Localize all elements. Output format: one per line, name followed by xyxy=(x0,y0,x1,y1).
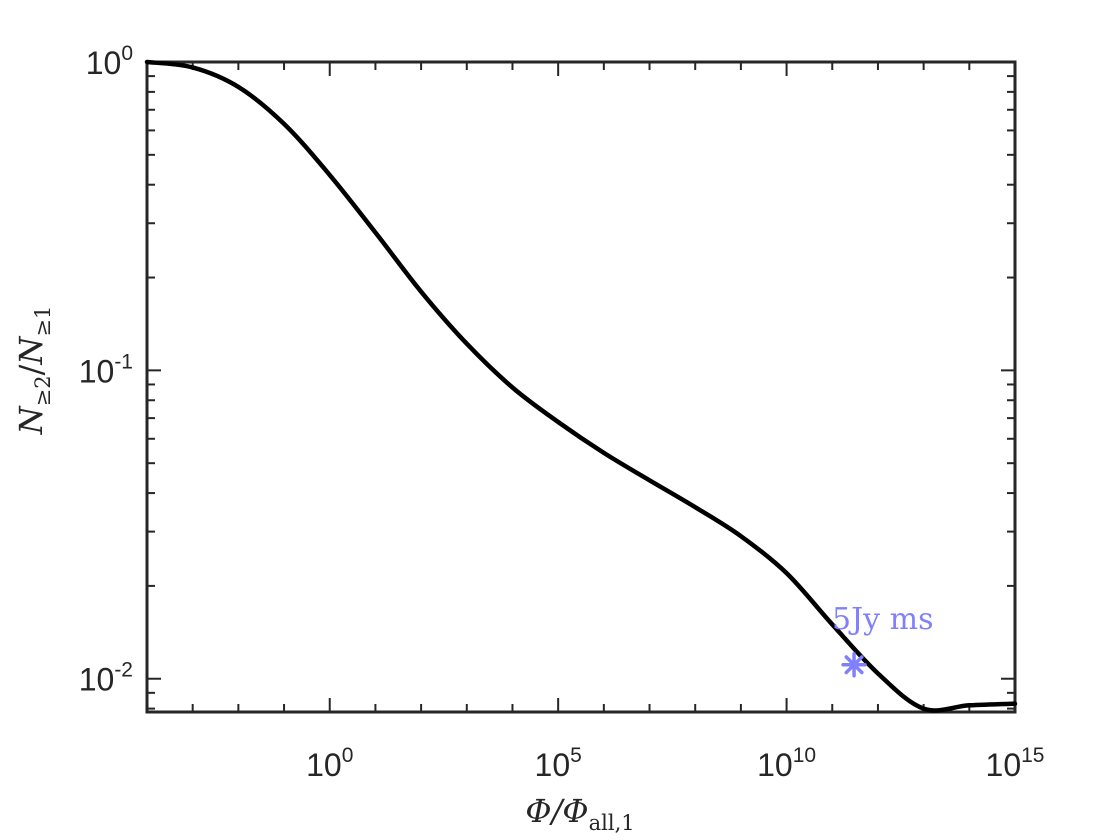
x-tick-label: 1010 xyxy=(757,744,816,783)
marker-annotation: 5Jy ms xyxy=(832,602,933,637)
y-tick-label: 100 xyxy=(86,42,133,81)
x-tick-label: 1015 xyxy=(986,744,1045,783)
y-axis-ticks xyxy=(147,61,1015,710)
x-axis-label: Φ/Φall,1 xyxy=(525,792,634,835)
plot-frame xyxy=(145,60,1017,714)
curve-layer xyxy=(144,59,1018,713)
x-tick-label: 100 xyxy=(306,744,353,783)
y-tick-label: 10-2 xyxy=(79,659,133,698)
series-line xyxy=(144,59,1018,713)
x-axis-tick-labels: 100 105 1010 1015 xyxy=(306,744,1044,783)
x-tick-label: 105 xyxy=(535,744,582,783)
marker-layer: 5Jy ms xyxy=(832,602,934,678)
marker-asterisk xyxy=(841,652,867,678)
y-axis-label: N≥2/N≥1 xyxy=(12,306,55,436)
y-axis-tick-labels: 100 10-1 10-2 xyxy=(79,42,133,698)
y-tick-label: 10-1 xyxy=(79,350,133,389)
plot-box xyxy=(145,60,1017,714)
